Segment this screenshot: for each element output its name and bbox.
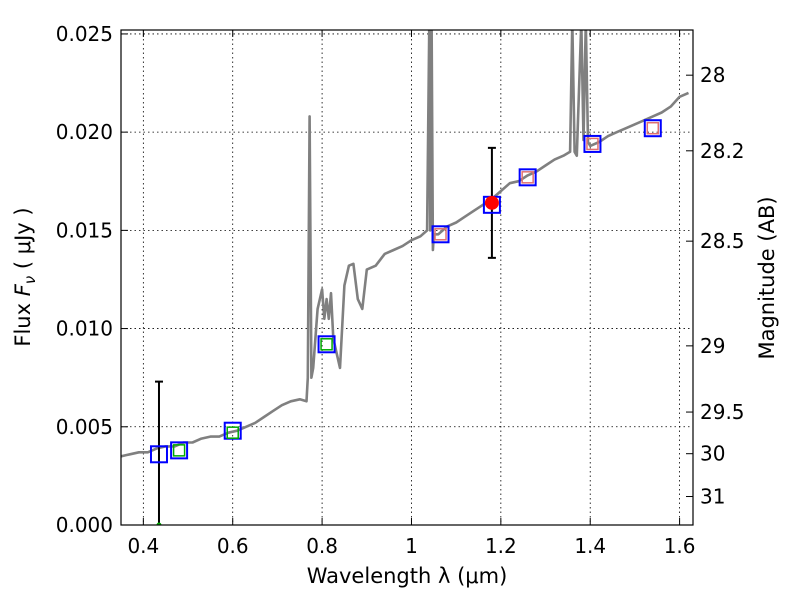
- model-photometry-square: [317, 335, 336, 354]
- x-tick-label: 0.8: [306, 534, 338, 558]
- model-photometry-square: [431, 225, 450, 244]
- x-tick-label: 1.4: [574, 534, 606, 558]
- y-tick-label: 0.000: [56, 513, 113, 537]
- y-tick-label: 0.015: [56, 218, 113, 242]
- photometry-point: [646, 121, 660, 135]
- photometry-point: [521, 171, 534, 184]
- grid: [121, 30, 693, 526]
- plot-frame: [120, 29, 694, 526]
- y-tick-label: 0.025: [56, 22, 113, 46]
- x-tick-label: 1.6: [664, 534, 696, 558]
- y2-tick-label: 29: [700, 334, 725, 358]
- model-photometry-square: [583, 134, 602, 153]
- x-tick-label: 0.4: [127, 534, 159, 558]
- y2-tick-label: 30: [700, 442, 725, 466]
- plot-background: [121, 30, 693, 525]
- y2-tick-label: 28.5: [700, 229, 745, 253]
- x-tick-label: 0.6: [217, 534, 249, 558]
- y-tick-label: 0.005: [56, 415, 113, 439]
- y-tick-label: 0.010: [56, 317, 113, 341]
- ticks: [121, 30, 693, 526]
- model-photometry-square: [170, 441, 189, 460]
- y-tick-label: 0.020: [56, 120, 113, 144]
- model-photometry-square: [149, 445, 168, 464]
- photometry-point: [434, 228, 447, 241]
- photometry-point: [320, 338, 333, 351]
- model-photometry-square: [643, 119, 662, 138]
- nondetection-marker: [156, 522, 162, 525]
- y2-tick-label: 28: [700, 63, 725, 87]
- y-axis-label: Flux Fν ( μJy ): [11, 207, 39, 346]
- spectrum-line: [121, 30, 690, 458]
- photometry-point: [586, 137, 599, 151]
- series-layer: [121, 30, 690, 525]
- photometry-point: [172, 444, 186, 457]
- y2-tick-label: 28.2: [700, 139, 745, 163]
- model-photometry-square: [518, 168, 537, 187]
- x-tick-label: 1: [405, 534, 418, 558]
- y2-tick-label: 29.5: [700, 400, 745, 424]
- x-tick-label: 1.2: [485, 534, 517, 558]
- y2-axis-label: Magnitude (AB): [755, 196, 779, 359]
- photometry-point: [226, 426, 239, 439]
- tick-labels: 0.4 0.6 0.8 1 1.2 1.4 1.6 0.000 0.005 0.010 0.015 0…: [56, 22, 745, 558]
- y2-tick-label: 31: [700, 485, 725, 509]
- detection-point: [484, 195, 499, 210]
- x-axis-label: Wavelength λ (μm): [307, 564, 508, 588]
